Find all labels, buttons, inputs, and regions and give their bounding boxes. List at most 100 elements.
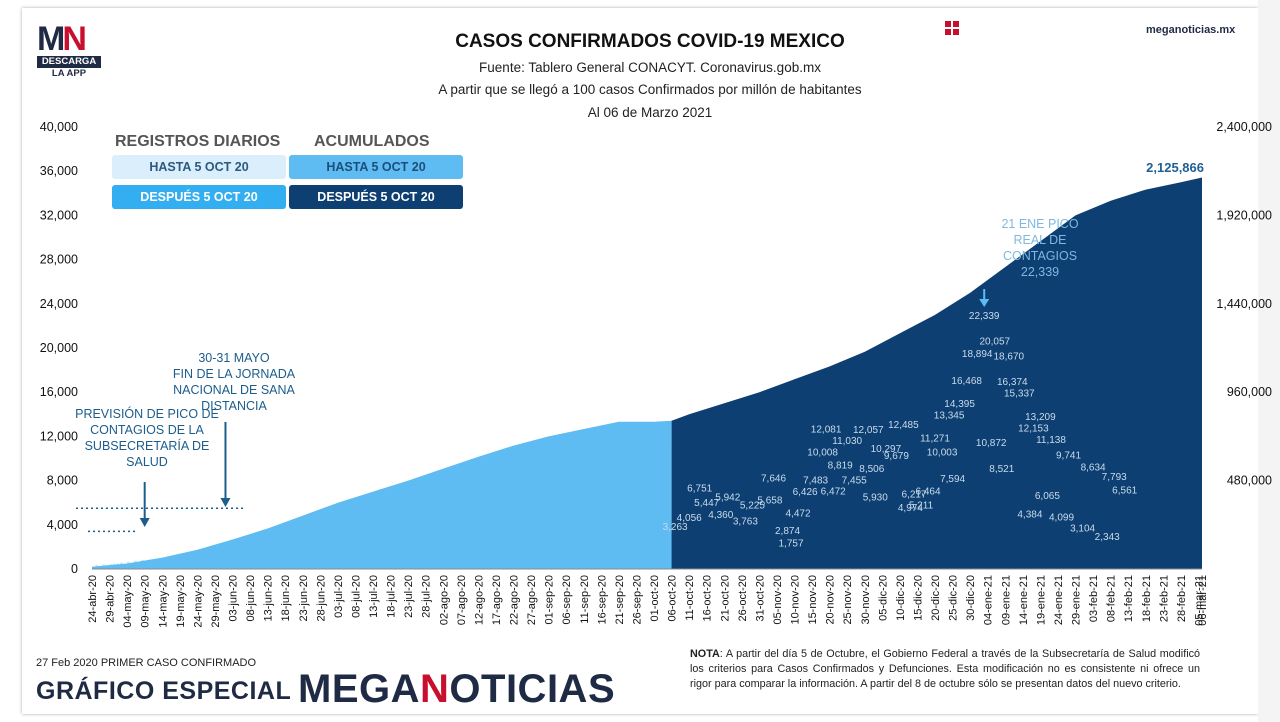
daily-value-label: 13,345 (934, 411, 965, 422)
daily-value-label: 10,872 (976, 438, 1007, 449)
logo-app-label: LA APP (51, 68, 87, 79)
y-left-tick-label: 4,000 (47, 518, 78, 532)
daily-value-label: 2,343 (1095, 532, 1120, 543)
daily-value-label: 11,138 (1036, 435, 1066, 446)
cumulative-area (92, 177, 1202, 569)
daily-value-label: 12,081 (811, 425, 842, 436)
methodology-note: NOTA: A partir del día 5 de Octubre, el … (690, 647, 1200, 692)
annotation-jornada-text: 30-31 MAYO (198, 351, 270, 365)
daily-value-label: 18,894 (962, 349, 993, 360)
annotation-pico-text: CONTAGIOS (1003, 249, 1077, 263)
x-tick-label: 15-dic-20 (913, 575, 925, 621)
x-tick-label: 10-dic-20 (895, 575, 907, 621)
y-left-tick-label: 40,000 (40, 120, 78, 134)
y-right-tick-label: 1,440,000 (1216, 297, 1272, 311)
x-tick-label: 13-jun-20 (263, 575, 275, 621)
daily-value-label: 4,974 (898, 503, 923, 514)
logo-download-label: DESCARGA (37, 56, 101, 68)
y-right-tick-label: 480,000 (1227, 474, 1272, 488)
daily-value-label: 10,008 (807, 447, 838, 458)
daily-value-label: 8,506 (859, 464, 884, 475)
logo-mark: MN (37, 20, 87, 58)
axes: 0 4,000 8,000 12,000 16,000 20,000 24,000 28,00… (40, 120, 1272, 628)
x-tick-label: 21-sep-20 (614, 575, 626, 625)
x-tick-label: 05-nov-20 (772, 575, 784, 625)
daily-value-label: 5,942 (715, 492, 740, 503)
x-tick-label: 09-may-20 (140, 575, 152, 628)
daily-value-label: 8,819 (828, 461, 853, 472)
daily-value-label: 6,065 (1035, 491, 1060, 502)
daily-value-label: 9,741 (1056, 450, 1081, 461)
x-tick-label: 12-ago-20 (473, 575, 485, 625)
daily-value-label: 11,030 (832, 436, 862, 447)
x-tick-label: 30-nov-20 (860, 575, 872, 625)
x-tick-label: 24-ene-21 (1053, 575, 1065, 625)
right-margin (1258, 0, 1280, 722)
x-tick-label: 20-nov-20 (825, 575, 837, 625)
x-tick-label: 28-jun-20 (315, 575, 327, 621)
chart-criterion: A partir que se llegó a 100 casos Confir… (438, 82, 862, 97)
daily-value-label: 8,634 (1081, 463, 1106, 474)
x-tick-label: 24-may-20 (192, 575, 204, 628)
x-tick-label: 18-jul-20 (386, 575, 398, 618)
daily-value-label: 14,395 (944, 399, 975, 410)
x-tick-label: 03-jun-20 (228, 575, 240, 621)
first-case-note: 27 Feb 2020 PRIMER CASO CONFIRMADO (36, 657, 257, 669)
x-tick-label: 14-ene-21 (1018, 575, 1030, 625)
x-tick-label: 15-nov-20 (807, 575, 819, 625)
y-right-tick-label: 960,000 (1227, 385, 1272, 399)
y-left-tick-label: 32,000 (40, 208, 78, 222)
x-tick-label: 05-dic-20 (877, 575, 889, 621)
x-tick-label: 06-mar-21 (1197, 575, 1209, 626)
x-tick-label: 26-oct-20 (737, 575, 749, 621)
legend-cumulative-before: HASTA 5 OCT 20 (289, 155, 463, 179)
daily-value-label: 2,874 (775, 526, 800, 537)
chart-title: CASOS CONFIRMADOS COVID-19 MEXICO (455, 31, 845, 52)
annotation-pico-text: REAL DE (1013, 233, 1066, 247)
app-logo[interactable]: MN DESCARGA LA APP (37, 20, 101, 80)
x-tick-label: 16-oct-20 (702, 575, 714, 621)
x-tick-label: 16-sep-20 (596, 575, 608, 625)
daily-value-label: 5,447 (694, 498, 719, 509)
x-tick-label: 06-oct-20 (667, 575, 679, 621)
legend-daily-after: DESPUÉS 5 OCT 20 (112, 185, 286, 209)
note-label: NOTA (690, 648, 720, 660)
daily-value-label: 7,594 (940, 474, 965, 485)
x-tick-label: 30-dic-20 (965, 575, 977, 621)
x-tick-label: 13-jul-20 (368, 575, 380, 618)
x-tick-label: 04-may-20 (122, 575, 134, 628)
daily-value-label: 16,374 (997, 377, 1028, 388)
x-tick-label: 25-dic-20 (948, 575, 960, 621)
daily-value-label: 10,003 (927, 448, 958, 459)
daily-value-label: 5,225 (740, 500, 765, 511)
y-left-tick-label: 8,000 (47, 474, 78, 488)
x-tick-label: 10-nov-20 (790, 575, 802, 625)
daily-value-label: 5,211 (909, 500, 934, 511)
share-icon[interactable] (945, 21, 959, 35)
x-tick-label: 13-feb-21 (1123, 575, 1135, 622)
brand-part-c: OTICIAS (449, 667, 616, 711)
daily-value-label: 5,930 (863, 493, 888, 504)
daily-value-label: 16,468 (951, 376, 982, 387)
daily-value-label: 13,209 (1025, 412, 1056, 423)
x-tick-label: 01-oct-20 (649, 575, 661, 621)
daily-value-label: 7,793 (1102, 472, 1127, 483)
legend-daily-before: HASTA 5 OCT 20 (112, 155, 286, 179)
x-tick-label: 08-jul-20 (350, 575, 362, 618)
x-tick-label: 02-ago-20 (438, 575, 450, 625)
brand-logo[interactable]: MEGANOTICIAS (298, 667, 615, 712)
legend-cumulative-after: DESPUÉS 5 OCT 20 (289, 185, 463, 209)
daily-value-label: 4,056 (677, 513, 702, 524)
x-tick-label: 20-dic-20 (930, 575, 942, 621)
annotation-prevision-text: PREVISIÓN DE PICO DE (75, 406, 219, 421)
x-tick-label: 08-jun-20 (245, 575, 257, 621)
special-chart-label: GRÁFICO ESPECIAL (36, 677, 292, 705)
cumulative-area-before (92, 420, 672, 569)
annotation-jornada-arrowhead (220, 498, 231, 507)
chart-source: Fuente: Tablero General CONACYT. Coronav… (479, 60, 821, 75)
daily-value-label: 7,455 (842, 476, 867, 487)
daily-value-label: 9,679 (884, 451, 909, 462)
annotation-pico-text: 21 ENE PICO (1001, 217, 1078, 231)
site-link[interactable]: meganoticias.mx (1146, 24, 1236, 36)
x-tick-label: 28-feb-21 (1176, 575, 1188, 622)
